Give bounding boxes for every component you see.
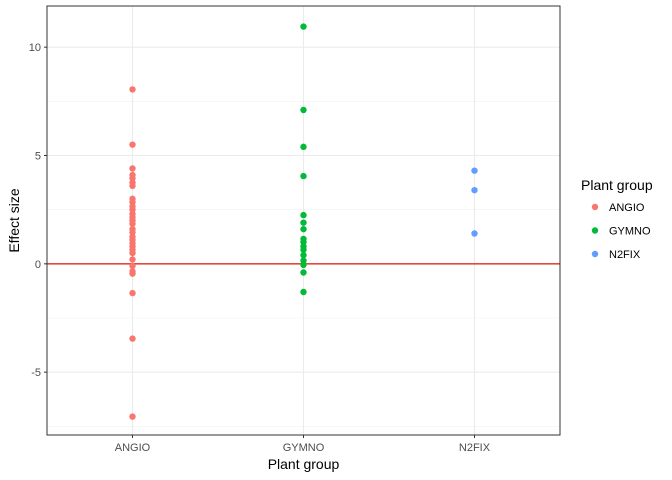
legend-key-angio [591,203,599,211]
data-point-angio [129,413,136,420]
x-tick-label: N2FIX [459,442,491,454]
legend: Plant group ANGIO GYMNO N2FIX [581,177,653,261]
data-point-n2fix [471,167,478,174]
data-point-angio [129,270,136,277]
data-point-angio [129,182,136,190]
data-point-gymno [300,219,307,226]
legend-key-gymno [591,227,599,234]
data-point-gymno [300,143,307,151]
data-points [129,23,478,420]
x-tick-label: GYMNO [283,442,325,454]
data-point-angio [129,86,136,93]
data-point-angio [129,249,136,257]
y-tick-label: 0 [35,259,41,271]
data-point-angio [129,262,136,270]
data-point-gymno [300,225,307,233]
data-point-n2fix [471,186,478,194]
data-point-angio [129,289,136,297]
legend-label-gymno: GYMNO [609,226,651,238]
x-axis-title: Plant group [268,456,340,472]
data-point-angio [129,165,136,172]
data-point-angio [129,256,136,263]
y-tick-label: 5 [35,151,41,163]
data-point-gymno [300,288,307,296]
data-point-gymno [300,23,307,30]
legend-label-angio: ANGIO [609,202,645,214]
y-tick-label: 10 [29,42,41,54]
data-point-gymno [300,261,307,269]
data-point-angio [129,335,136,342]
x-tick-label: ANGIO [115,442,151,454]
y-tick-label: -5 [31,367,41,379]
data-point-angio [129,220,136,227]
data-point-gymno [300,246,307,253]
data-point-n2fix [471,230,478,237]
data-point-gymno [300,106,307,114]
legend-key-n2fix [591,250,599,258]
legend-title: Plant group [581,177,653,193]
data-point-gymno [300,251,307,259]
data-point-gymno [300,269,307,276]
data-point-gymno [300,172,307,180]
y-axis-title: Effect size [6,188,22,253]
data-point-angio [129,141,136,148]
y-axis: -5 0 5 10 [29,42,47,379]
x-axis: ANGIO GYMNO N2FIX [115,435,491,454]
data-point-gymno [300,211,307,219]
legend-label-n2fix: N2FIX [609,249,641,261]
